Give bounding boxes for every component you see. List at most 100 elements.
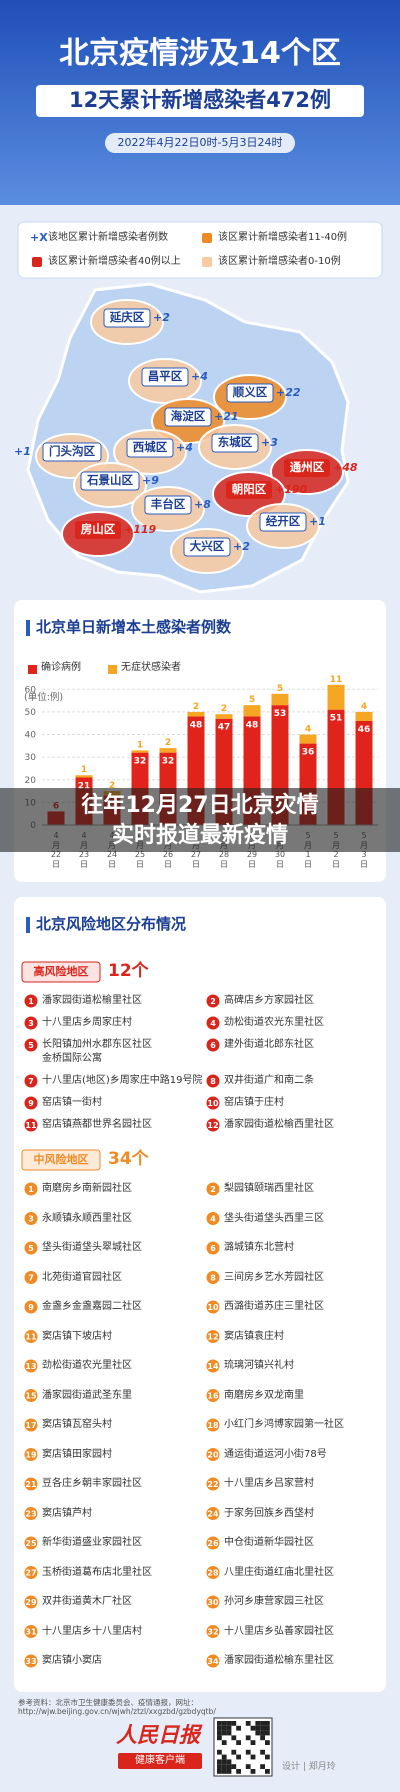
item-badge <box>206 1359 220 1373</box>
logo-sub-box <box>118 1753 202 1769</box>
item-number: 2 <box>210 997 216 1006</box>
bar-value-label: 48 <box>246 720 259 730</box>
item-name: 孙河乡康营家园三社区 <box>224 1596 324 1607</box>
bar-value-label: 4 <box>361 702 367 712</box>
district-name: 房山区 <box>80 522 116 536</box>
district-name: 延庆区 <box>109 310 145 324</box>
legend-label: 该地区累计新增感染者例数 <box>48 232 168 243</box>
item-badge <box>24 1536 38 1550</box>
qr-cell <box>217 1749 222 1755</box>
item-badge <box>24 1271 38 1284</box>
qr-cell <box>245 1749 251 1755</box>
date-pill <box>105 133 295 153</box>
risk-count: 34个 <box>108 1149 149 1169</box>
item-badge <box>206 1241 220 1255</box>
item-number: 14 <box>207 1362 219 1371</box>
item-number: 8 <box>210 1274 216 1283</box>
district-name: 西城区 <box>132 440 168 454</box>
risk-title: 北京风险地区分布情况 <box>36 915 187 933</box>
item-badge <box>206 1212 220 1225</box>
risk-level-label: 中风险地区 <box>33 1153 89 1166</box>
subtitle-banner <box>36 85 364 117</box>
item-number: 26 <box>207 1539 219 1548</box>
item-number: 4 <box>210 1019 216 1028</box>
item-number: 7 <box>28 1274 34 1283</box>
title-accent <box>26 620 30 636</box>
item-badge <box>206 1448 220 1461</box>
district-name: 经开区 <box>265 514 301 528</box>
item-badge <box>206 1096 220 1110</box>
risk-card <box>14 897 386 1692</box>
item-name: 潘家园街道武圣东里 <box>42 1389 132 1401</box>
item-badge <box>24 1182 38 1196</box>
qr-cell <box>255 1730 261 1736</box>
item-number: 34 <box>207 1657 219 1666</box>
bar-value-label: 2 <box>193 702 199 712</box>
legend-swatch <box>108 665 117 674</box>
item-number: 12 <box>207 1121 218 1130</box>
legend-swatch <box>202 257 212 267</box>
credit: 设计 | 郑月玲 <box>282 1762 336 1772</box>
qr-cell <box>265 1721 270 1726</box>
district-name: 海淀区 <box>170 409 206 423</box>
district-label-box <box>144 495 192 515</box>
source: 参考资料：北京市卫生健康委员会、疫情通报，网址：http://wjw.beiji… <box>18 1698 216 1716</box>
item-name: 垡头街道垡头翠城社区 <box>42 1242 142 1253</box>
district-count: +119 <box>124 523 157 536</box>
item-badge <box>24 1654 38 1668</box>
item-badge <box>24 1330 38 1343</box>
qr-cell <box>260 1764 265 1769</box>
item-badge <box>206 994 220 1008</box>
item-number: 11 <box>25 1121 37 1130</box>
qr-cell <box>236 1740 241 1745</box>
item-number: 4 <box>210 1215 216 1224</box>
district-label-box <box>80 471 140 491</box>
district-label-box <box>126 438 174 458</box>
qr-cell <box>217 1730 222 1736</box>
qr-cell <box>217 1764 222 1769</box>
item-name: 劲松街道农光东里社区 <box>224 1017 324 1028</box>
qr-cell <box>260 1749 265 1755</box>
y-tick-label: 20 <box>25 776 37 786</box>
bar-segment <box>75 775 93 778</box>
item-badge <box>24 1507 38 1520</box>
district-name: 朝阳区 <box>231 482 267 496</box>
district-name: 门头沟区 <box>49 444 95 458</box>
item-badge <box>24 1359 38 1373</box>
bar-segment <box>271 693 289 706</box>
item-name: 高碑店乡方家园社区 <box>224 995 314 1006</box>
item-badge <box>206 1418 220 1432</box>
item-badge <box>24 1038 38 1052</box>
district-count: +9 <box>142 474 159 487</box>
date: 2022年4月22日0时-5月3日24时 <box>117 136 283 149</box>
bar-value-label: 2 <box>165 738 171 748</box>
qr-cell <box>236 1769 241 1774</box>
qr-cell <box>221 1740 227 1745</box>
item-number: 9 <box>28 1099 34 1108</box>
district-count: +190 <box>275 483 308 496</box>
qr-cell <box>217 1735 222 1741</box>
item-name: 北苑街道官园社区 <box>42 1271 122 1283</box>
qr-cell <box>221 1759 227 1765</box>
bar-value-label: 5 <box>249 695 255 705</box>
district-label-box <box>141 367 189 387</box>
item-badge <box>206 1625 220 1638</box>
item-number: 9 <box>28 1303 34 1312</box>
item-name: 于家务回族乡西垡村 <box>224 1507 314 1519</box>
qr-cell <box>265 1769 270 1774</box>
qr-cell <box>226 1764 232 1769</box>
district-label-box <box>259 512 307 532</box>
district-name: 昌平区 <box>147 369 183 383</box>
qr-cell <box>265 1730 270 1736</box>
legend-label: 无症状感染者 <box>121 662 181 673</box>
item-badge <box>206 1507 220 1520</box>
item-name: 十八里店乡十八里店村 <box>42 1625 142 1637</box>
item-number: 20 <box>207 1451 219 1460</box>
item-name: 豆各庄乡朝丰家园社区 <box>42 1478 142 1489</box>
item-number: 10 <box>207 1303 219 1312</box>
district-count: +4 <box>191 370 208 383</box>
qr-cell <box>236 1754 241 1760</box>
item-name: 建外街道北郎东社区 <box>224 1039 314 1050</box>
item-name: 潘家园街道松榆东里社区 <box>224 1655 334 1666</box>
